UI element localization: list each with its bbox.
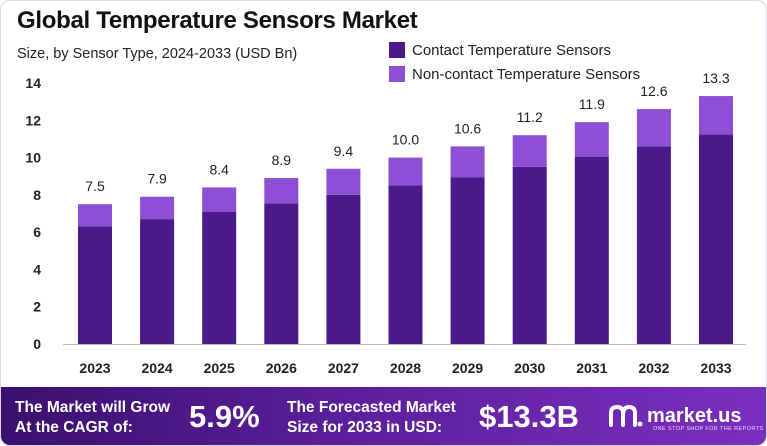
bar-total-label: 11.2 xyxy=(517,109,543,125)
x-tick-label: 2026 xyxy=(266,360,297,376)
bar-total-label: 8.9 xyxy=(272,152,292,168)
bar-chart: 0 2 4 6 8 10 12 14 7.5 2023 7.9 2024 8.4 2025 8.9 2026 9… xyxy=(25,70,746,376)
bar-contact xyxy=(78,226,112,344)
forecast-caption-line1: The Forecasted Market xyxy=(287,399,456,416)
bar-noncontact xyxy=(699,96,733,135)
bar-total-label: 10.6 xyxy=(454,120,481,136)
bar-total-label: 11.9 xyxy=(579,96,605,112)
legend-item-contact: Contact Temperature Sensors xyxy=(389,38,640,62)
cagr-caption-line2: At the CAGR of: xyxy=(15,419,133,436)
x-tick-label: 2025 xyxy=(204,360,235,376)
x-tick-label: 2030 xyxy=(514,360,545,376)
y-tick-label: 4 xyxy=(33,261,41,277)
bar-total-label: 8.4 xyxy=(209,161,229,177)
bar-noncontact xyxy=(78,204,112,227)
brand-tagline: ONE STOP SHOP FOR THE REPORTS xyxy=(653,426,764,432)
cagr-caption: The Market will Grow At the CAGR of: xyxy=(15,398,170,438)
bar-total-label: 7.5 xyxy=(85,178,105,194)
x-tick-label: 2023 xyxy=(79,360,110,376)
chart-subtitle: Size, by Sensor Type, 2024-2033 (USD Bn) xyxy=(17,46,298,62)
legend-label-noncontact: Non-contact Temperature Sensors xyxy=(412,65,641,83)
legend-swatch-contact xyxy=(389,42,405,58)
bar-noncontact xyxy=(202,187,237,212)
forecast-value: $13.3B xyxy=(479,399,579,434)
bar-contact xyxy=(388,185,423,344)
forecast-caption-line2: Size for 2033 in USD: xyxy=(287,419,443,436)
bar-contact xyxy=(636,146,671,344)
bar-noncontact xyxy=(636,109,671,147)
forecast-caption: The Forecasted Market Size for 2033 in U… xyxy=(287,398,456,438)
brand-logo: market.us ONE STOP SHOP FOR THE REPORTS xyxy=(607,403,763,432)
legend-item-noncontact: Non-contact Temperature Sensors xyxy=(389,62,640,86)
bar-contact xyxy=(140,219,175,344)
bar-noncontact xyxy=(388,157,423,186)
bar-contact xyxy=(264,203,299,344)
bar-noncontact xyxy=(326,168,361,195)
bar-noncontact xyxy=(264,178,299,204)
x-tick-label: 2033 xyxy=(700,360,731,376)
bar-total-label: 7.9 xyxy=(147,171,167,187)
x-tick-label: 2028 xyxy=(390,360,421,376)
y-tick-label: 8 xyxy=(33,187,41,203)
bar-contact xyxy=(450,177,485,344)
bar-total-label: 10.0 xyxy=(392,132,419,148)
bar-total-label: 13.3 xyxy=(702,70,729,86)
x-tick-label: 2027 xyxy=(328,360,359,376)
x-tick-label: 2031 xyxy=(576,360,607,376)
legend-label-contact: Contact Temperature Sensors xyxy=(412,41,611,59)
bar-total-label: 12.6 xyxy=(640,83,667,99)
bar-noncontact xyxy=(512,135,547,167)
bar-noncontact xyxy=(450,146,485,178)
y-tick-label: 12 xyxy=(25,112,41,128)
y-tick-label: 0 xyxy=(33,336,41,352)
x-tick-label: 2029 xyxy=(452,360,483,376)
brand-name: market.us xyxy=(647,405,742,427)
bar-noncontact xyxy=(140,196,175,220)
bar-contact xyxy=(512,166,547,344)
bar-contact xyxy=(326,194,361,344)
legend-swatch-noncontact xyxy=(389,66,405,82)
y-tick-label: 2 xyxy=(33,299,41,315)
cagr-value: 5.9% xyxy=(189,399,260,434)
legend: Contact Temperature Sensors Non-contact … xyxy=(389,38,640,86)
bar-noncontact xyxy=(574,122,609,157)
y-tick-label: 14 xyxy=(25,75,41,91)
bar-contact xyxy=(574,156,609,344)
x-tick-label: 2032 xyxy=(638,360,669,376)
footer-banner: The Market will Grow At the CAGR of: 5.9… xyxy=(1,387,766,445)
market-us-logo-icon xyxy=(609,404,643,427)
x-tick-label: 2024 xyxy=(142,360,173,376)
cagr-caption-line1: The Market will Grow xyxy=(15,399,171,416)
y-tick-label: 10 xyxy=(25,150,41,166)
y-tick-label: 6 xyxy=(33,224,41,240)
chart-title: Global Temperature Sensors Market xyxy=(17,7,418,34)
bar-contact xyxy=(202,211,237,344)
bar-contact xyxy=(699,134,733,344)
bar-total-label: 9.4 xyxy=(334,143,354,159)
